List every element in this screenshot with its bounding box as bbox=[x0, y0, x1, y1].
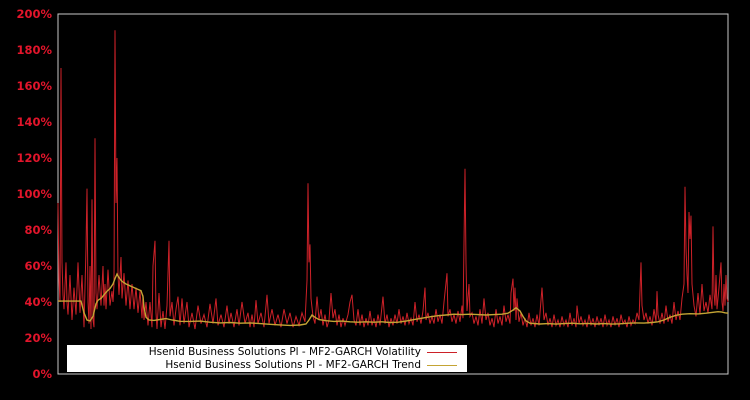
legend-label-volatility: Hsenid Business Solutions Pl - MF2-GARCH… bbox=[148, 345, 421, 358]
y-axis-tick-label: 80% bbox=[24, 223, 52, 237]
y-axis-tick-label: 60% bbox=[24, 259, 52, 273]
y-axis-tick-label: 120% bbox=[16, 151, 52, 165]
y-axis-tick-label: 140% bbox=[16, 115, 52, 129]
legend-item-volatility: Hsenid Business Solutions Pl - MF2-GARCH… bbox=[71, 346, 457, 359]
volatility-line bbox=[57, 30, 729, 330]
legend-item-trend: Hsenid Business Solutions Pl - MF2-GARCH… bbox=[71, 359, 457, 372]
legend-label-trend: Hsenid Business Solutions Pl - MF2-GARCH… bbox=[165, 358, 421, 371]
y-axis-tick-label: 200% bbox=[16, 7, 52, 21]
y-axis-tick-label: 0% bbox=[32, 367, 52, 381]
y-axis-tick-label: 20% bbox=[24, 331, 52, 345]
y-axis-tick-label: 100% bbox=[16, 187, 52, 201]
y-axis-tick-label: 160% bbox=[16, 79, 52, 93]
plot-border bbox=[57, 13, 729, 375]
legend-line-sample-volatility bbox=[427, 351, 457, 353]
legend: Hsenid Business Solutions Pl - MF2-GARCH… bbox=[67, 345, 467, 372]
trend-line bbox=[58, 272, 729, 327]
legend-line-sample-trend bbox=[427, 364, 457, 366]
y-axis-tick-label: 40% bbox=[24, 295, 52, 309]
y-axis-tick-label: 180% bbox=[16, 43, 52, 57]
